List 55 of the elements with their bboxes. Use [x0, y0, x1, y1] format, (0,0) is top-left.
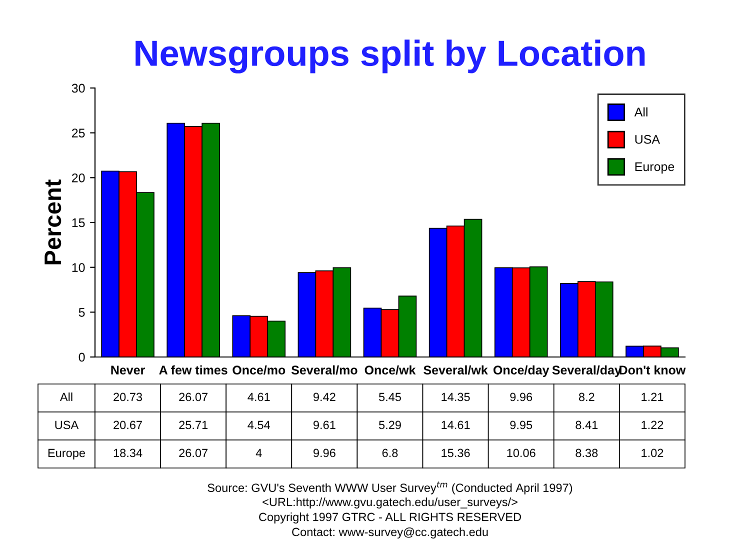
- x-tick-label: Never: [111, 366, 145, 375]
- data-label: 8.41: [576, 420, 598, 430]
- y-axis-title: Percent: [44, 179, 62, 264]
- x-tick-label: Don't know: [620, 365, 686, 375]
- x-tick-label: Several/day: [552, 365, 622, 377]
- data-label: 10.06: [507, 448, 536, 458]
- legend-label: Europe: [635, 162, 674, 174]
- data-label: 4: [256, 448, 262, 458]
- data-label: 9.96: [510, 392, 532, 402]
- data-label: 9.96: [314, 448, 336, 458]
- y-tick-label: 0: [78, 352, 85, 362]
- data-label: 6.8: [382, 448, 398, 458]
- y-tick-label: 5: [78, 308, 85, 317]
- legend-label: USA: [635, 134, 660, 144]
- text: Europe: [48, 448, 86, 460]
- source-note: Source: GVU's Seventh WWW User Survey$^{tm}$ (Conducted April 1997): [208, 482, 572, 494]
- x-tick-label: Several/wk: [424, 365, 488, 375]
- y-tick-label: 30: [72, 84, 85, 93]
- data-label: 26.07: [179, 392, 208, 402]
- data-label: 1.21: [642, 392, 664, 402]
- data-label: 5.45: [378, 392, 401, 402]
- data-label: 26.07: [179, 448, 208, 458]
- text: <URL:http://www.gvu.gatech.edu/user_surveys/>: [262, 497, 518, 509]
- data-label: 14.35: [442, 392, 470, 402]
- data-label: 1.02: [642, 448, 664, 458]
- text: Contact: www-survey@cc.gatech.edu: [292, 527, 488, 539]
- x-tick-label: Once/day: [493, 365, 550, 377]
- data-label: 14.61: [442, 420, 470, 430]
- y-tick-label: 25: [72, 128, 85, 138]
- y-tick-label: 20: [72, 173, 85, 182]
- y-tick-label: 10: [72, 263, 85, 272]
- data-label: 25.71: [179, 420, 208, 430]
- text: Copyright 1997 GTRC - ALL RIGHTS RESERVED: [259, 512, 522, 524]
- text: All: [60, 392, 72, 402]
- x-tick-label: Once/wk: [364, 365, 416, 375]
- data-label: 15.36: [442, 448, 470, 458]
- data-label: 18.34: [114, 448, 142, 458]
- chart-title: Newsgroups split by Location: [136, 40, 645, 74]
- data-label: 20.73: [114, 392, 142, 402]
- data-label: 9.95: [510, 420, 532, 430]
- data-label: 8.2: [578, 392, 594, 402]
- data-label: 4.61: [248, 392, 270, 402]
- data-label: 8.38: [576, 448, 598, 458]
- x-tick-label: Once/mo: [232, 365, 286, 375]
- data-label: 20.67: [114, 420, 142, 430]
- x-tick-label: A few times: [159, 365, 228, 375]
- data-label: 4.54: [248, 420, 270, 430]
- data-label: 9.42: [314, 392, 336, 402]
- data-label: 1.22: [642, 420, 664, 430]
- legend-label: All: [634, 107, 648, 116]
- data-label: 9.61: [314, 420, 336, 430]
- data-label: 5.29: [378, 420, 401, 430]
- y-tick-label: 15: [72, 218, 85, 228]
- x-tick-label: Several/mo: [291, 365, 358, 375]
- text: USA: [55, 420, 79, 430]
